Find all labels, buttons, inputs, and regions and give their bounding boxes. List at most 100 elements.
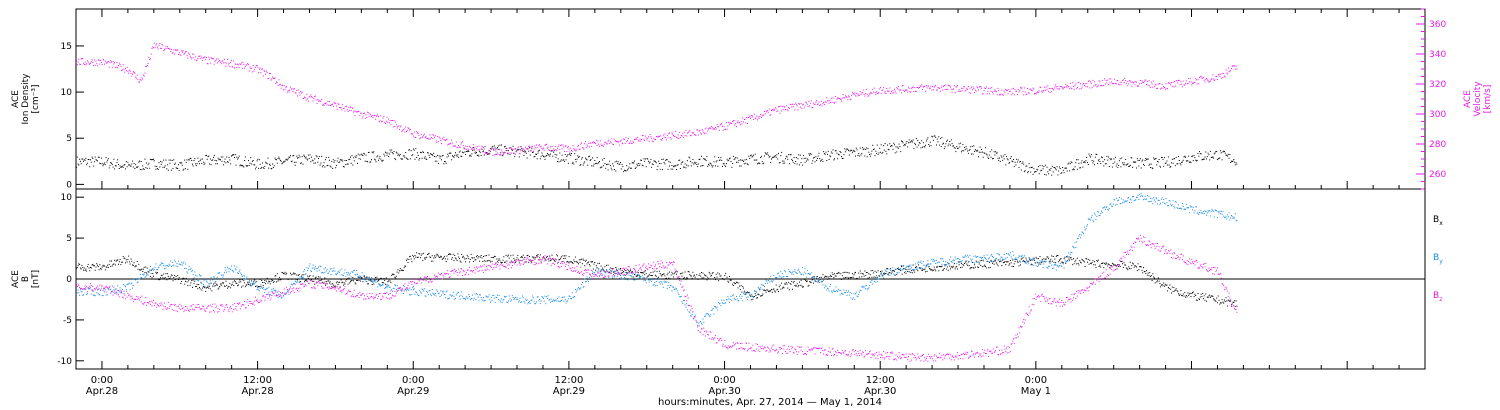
b-bx-point [1175, 288, 1177, 290]
b-bx-point [870, 270, 872, 272]
b-bx-point [828, 278, 830, 280]
density-point [792, 160, 793, 162]
density-point [1059, 166, 1060, 168]
b-bx-point [799, 284, 801, 286]
b-bx-point [286, 278, 288, 280]
b-bx-point [992, 261, 994, 263]
velocity-point [321, 104, 323, 106]
b-bx-point [949, 265, 951, 267]
density-point [1041, 169, 1043, 171]
b-bx-point [851, 277, 853, 278]
b-bx-point [250, 285, 252, 287]
density-point [707, 165, 709, 167]
b-by-point [178, 260, 179, 262]
density-point [97, 160, 98, 162]
b-by-point [181, 261, 183, 263]
density-point [642, 165, 644, 167]
velocity-point [623, 138, 625, 140]
velocity-point [916, 86, 918, 88]
velocity-point [1039, 86, 1041, 88]
b-bx-point [827, 276, 829, 278]
density-point [390, 151, 392, 153]
ytick-label-left: 10 [61, 88, 73, 98]
velocity-point [1099, 81, 1101, 83]
b-by-point [104, 291, 105, 293]
velocity-point [199, 55, 200, 57]
b-bx-point [682, 272, 684, 274]
density-point [543, 156, 545, 158]
b-by-point [228, 271, 230, 273]
density-point [859, 147, 861, 149]
density-point [1051, 165, 1053, 167]
b-bx-point [1055, 262, 1057, 264]
density-point [1049, 169, 1051, 171]
density-point [252, 160, 254, 161]
density-point [738, 159, 740, 161]
velocity-point [972, 86, 974, 88]
velocity-point [541, 147, 543, 149]
velocity-point [397, 125, 399, 127]
density-point [571, 162, 573, 164]
density-point [914, 142, 916, 144]
density-point [506, 149, 508, 151]
velocity-point [651, 140, 653, 142]
b-bx-point [979, 260, 981, 262]
density-point [142, 165, 144, 167]
b-bx-point [700, 275, 702, 277]
density-point [610, 167, 612, 169]
velocity-point [1221, 72, 1223, 74]
b-bx-point [100, 268, 102, 270]
density-point [791, 158, 793, 160]
b-bx-point [739, 285, 741, 287]
velocity-point [337, 103, 339, 105]
b-bx-point [915, 267, 916, 269]
density-point [734, 158, 736, 160]
velocity-point [88, 63, 90, 65]
b-bx-point [229, 282, 231, 284]
velocity-point [435, 140, 437, 142]
b-bx-point [1114, 264, 1116, 266]
density-point [744, 159, 746, 161]
b-bx-point [1044, 258, 1046, 260]
b-bx-point [1053, 261, 1055, 263]
b-bx-point [985, 265, 986, 267]
b-bx-point [343, 282, 345, 284]
velocity-point [422, 136, 424, 138]
velocity-point [987, 91, 989, 93]
density-point [483, 150, 484, 152]
b-bx-point [652, 271, 654, 273]
velocity-point [736, 121, 738, 123]
velocity-point [255, 66, 256, 68]
b-bx-point [537, 254, 539, 256]
b-bx-point [912, 264, 914, 266]
density-point [641, 164, 643, 166]
density-point [524, 150, 526, 152]
b-bx-point [496, 258, 498, 260]
b-bx-point [927, 263, 929, 265]
velocity-point [821, 105, 823, 107]
b-by-point [198, 280, 200, 282]
velocity-point [847, 99, 849, 101]
velocity-point [271, 78, 273, 80]
velocity-point [1124, 77, 1126, 79]
b-bx-point [532, 256, 534, 258]
velocity-point [116, 62, 118, 64]
density-point [1062, 167, 1064, 168]
velocity-point [344, 110, 346, 112]
ytick-label-b: -5 [63, 316, 72, 326]
b-by-point [83, 294, 84, 296]
b-bx-point [136, 261, 138, 262]
velocity-point [1211, 78, 1213, 80]
velocity-point [655, 139, 656, 141]
velocity-point [122, 64, 124, 66]
b-bx-point [483, 256, 484, 257]
density-point [517, 149, 519, 151]
velocity-point [1020, 87, 1021, 89]
b-bx-point [868, 273, 870, 275]
velocity-point [1117, 80, 1119, 82]
b-bx-point [616, 268, 618, 270]
b-bx-point [515, 259, 517, 261]
b-bx-point [469, 259, 471, 261]
velocity-point [147, 63, 149, 64]
velocity-point [156, 46, 158, 48]
